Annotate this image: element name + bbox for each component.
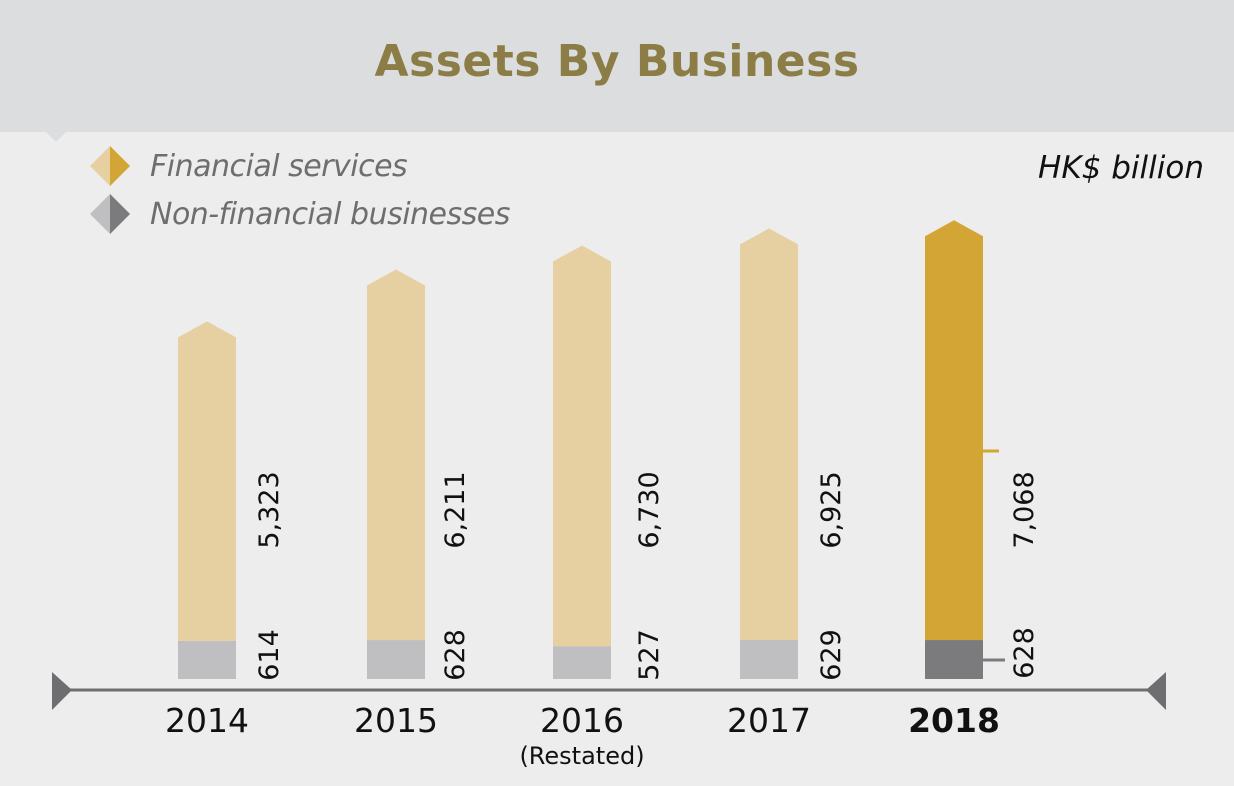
chart-title: Assets By Business (374, 36, 860, 87)
bar-nonfinancial-2016 (553, 646, 611, 679)
title-banner (0, 0, 1234, 132)
label-financial-2015: 6,211 (440, 471, 471, 548)
bar-nonfinancial-2018 (925, 640, 983, 679)
label-financial-2017: 6,925 (816, 471, 847, 548)
label-financial-2016: 6,730 (634, 471, 665, 548)
x-tick-note-2016: (Restated) (519, 742, 644, 770)
bar-financial-2017 (740, 228, 798, 641)
unit-label: HK$ billion (1038, 150, 1204, 186)
legend-label-financial: Financial services (150, 148, 408, 184)
label-financial-2018: 7,068 (1009, 471, 1040, 548)
axis-left-arrow (52, 672, 72, 710)
x-tick-label-2014: 2014 (165, 701, 249, 740)
x-tick-label-2016: 2016 (540, 701, 624, 740)
title-banner-pointer (46, 132, 66, 142)
label-nonfinancial-2017: 629 (816, 629, 847, 681)
x-tick-label-2018: 2018 (908, 701, 1000, 740)
label-nonfinancial-2016: 527 (634, 629, 665, 681)
legend-diamond-financial-icon (90, 146, 130, 186)
label-nonfinancial-2015: 628 (440, 629, 471, 681)
bar-nonfinancial-2014 (178, 640, 236, 679)
legend-label-nonfinancial: Non-financial businesses (150, 196, 510, 232)
bar-financial-2014 (178, 321, 236, 641)
bar-financial-2016 (553, 245, 611, 647)
axis-right-arrow (1146, 672, 1166, 710)
bar-financial-2015 (367, 269, 425, 641)
label-nonfinancial-2018: 628 (1009, 627, 1040, 679)
legend-item-nonfinancial: Non-financial businesses (90, 194, 510, 234)
label-nonfinancial-2014: 614 (254, 629, 285, 681)
label-financial-2014: 5,323 (254, 471, 285, 548)
legend-diamond-nonfinancial-icon (90, 194, 130, 234)
bar-nonfinancial-2015 (367, 640, 425, 679)
legend-item-financial: Financial services (90, 146, 408, 186)
bar-financial-2018 (925, 220, 983, 641)
bar-nonfinancial-2017 (740, 640, 798, 679)
x-tick-label-2017: 2017 (727, 701, 811, 740)
x-tick-label-2015: 2015 (354, 701, 438, 740)
